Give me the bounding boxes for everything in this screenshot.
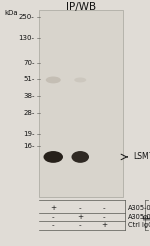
Text: 38-: 38- — [23, 93, 34, 99]
Text: A305-097A: A305-097A — [128, 205, 150, 211]
Text: IP: IP — [143, 214, 150, 220]
Text: -: - — [52, 222, 55, 228]
Text: kDa: kDa — [4, 10, 18, 16]
Text: 28-: 28- — [23, 110, 34, 116]
Ellipse shape — [71, 151, 89, 163]
Text: 51-: 51- — [23, 76, 34, 82]
Text: 70-: 70- — [23, 60, 34, 66]
Text: +: + — [50, 205, 56, 211]
Text: -: - — [103, 214, 106, 220]
Ellipse shape — [74, 77, 86, 82]
Text: +: + — [101, 222, 107, 228]
Text: -: - — [52, 214, 55, 220]
Text: IP/WB: IP/WB — [66, 2, 96, 13]
Text: 16-: 16- — [23, 143, 34, 149]
Ellipse shape — [46, 77, 61, 83]
Text: 250-: 250- — [19, 14, 34, 20]
Text: LSM7: LSM7 — [133, 153, 150, 161]
Ellipse shape — [44, 151, 63, 163]
Text: A305-099A: A305-099A — [128, 214, 150, 220]
Bar — [39, 10, 123, 197]
Text: 19-: 19- — [23, 131, 34, 137]
Text: -: - — [79, 205, 82, 211]
Text: +: + — [77, 214, 83, 220]
Text: 130-: 130- — [18, 35, 34, 41]
Text: Ctrl IgG: Ctrl IgG — [128, 222, 150, 228]
Text: -: - — [79, 222, 82, 228]
Text: -: - — [103, 205, 106, 211]
